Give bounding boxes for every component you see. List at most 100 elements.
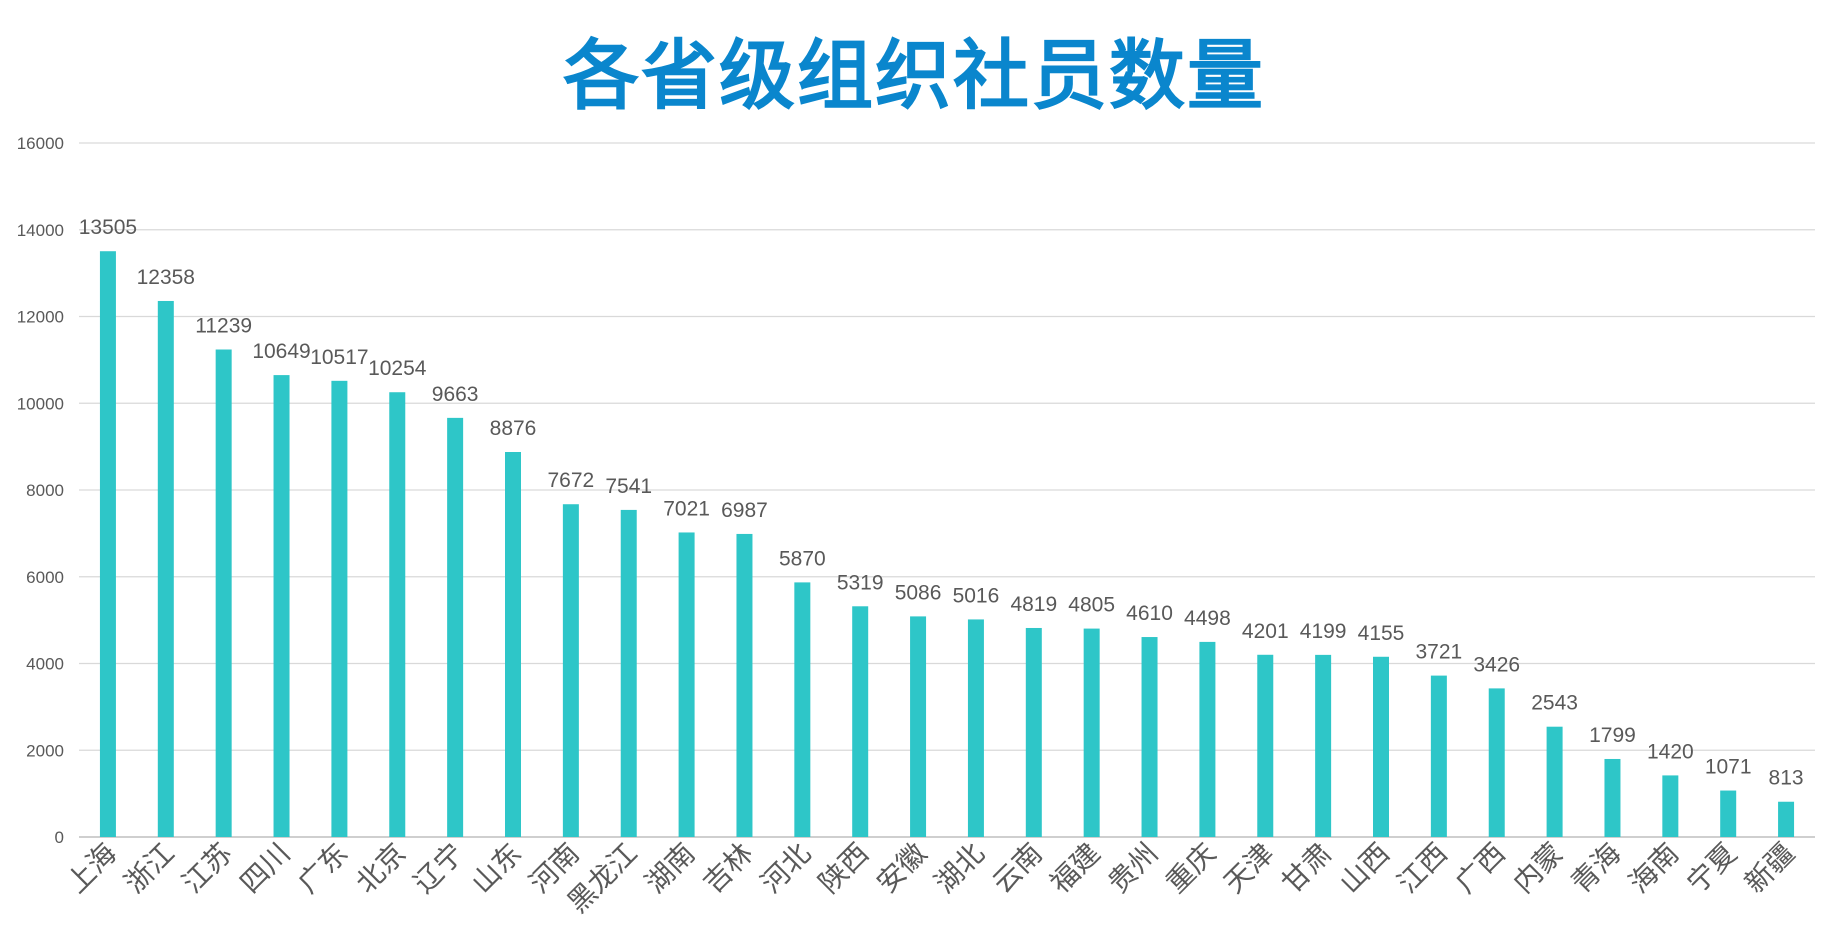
bar bbox=[852, 606, 869, 837]
bar bbox=[273, 375, 290, 837]
x-tick-label: 宁夏 bbox=[1680, 837, 1743, 900]
data-label: 2543 bbox=[1531, 692, 1578, 715]
data-label: 3721 bbox=[1416, 641, 1463, 664]
x-tick-label: 山西 bbox=[1333, 837, 1396, 900]
y-tick-label: 0 bbox=[55, 828, 64, 847]
data-label: 11239 bbox=[195, 315, 252, 338]
x-tick-label: 天津 bbox=[1217, 837, 1280, 900]
bar bbox=[1604, 758, 1621, 837]
x-tick-label: 江苏 bbox=[176, 837, 239, 900]
x-tick-label: 贵州 bbox=[1102, 837, 1165, 900]
y-tick-label: 2000 bbox=[26, 741, 64, 760]
data-label: 10517 bbox=[310, 346, 368, 369]
x-tick-label: 广西 bbox=[1449, 837, 1512, 900]
bar bbox=[794, 582, 811, 837]
bar bbox=[1025, 627, 1042, 837]
bar bbox=[910, 616, 927, 837]
bar bbox=[505, 452, 521, 837]
data-label: 5086 bbox=[895, 581, 942, 604]
bars bbox=[99, 251, 1795, 837]
x-tick-label: 云南 bbox=[986, 837, 1049, 900]
data-label: 1071 bbox=[1705, 756, 1752, 779]
bar bbox=[157, 300, 174, 837]
data-label: 813 bbox=[1769, 767, 1804, 790]
x-tick-label: 湖南 bbox=[639, 837, 702, 900]
bar bbox=[1257, 654, 1274, 837]
x-tick-label: 安徽 bbox=[870, 837, 933, 900]
x-tick-label: 湖北 bbox=[928, 837, 991, 900]
x-tick-label: 吉林 bbox=[696, 837, 759, 900]
data-label: 4610 bbox=[1126, 602, 1173, 625]
data-label: 4805 bbox=[1068, 594, 1115, 617]
bar bbox=[967, 619, 984, 837]
data-label: 3426 bbox=[1473, 653, 1520, 676]
y-tick-label: 4000 bbox=[26, 655, 64, 674]
x-tick-label: 上海 bbox=[60, 837, 123, 900]
data-label: 10254 bbox=[368, 357, 427, 380]
bar bbox=[620, 509, 637, 837]
bar bbox=[1720, 790, 1737, 837]
bar bbox=[215, 349, 232, 837]
data-label: 5319 bbox=[837, 571, 884, 594]
data-label: 7541 bbox=[605, 475, 652, 498]
y-tick-label: 6000 bbox=[26, 568, 64, 587]
x-tick-label: 河北 bbox=[754, 837, 817, 900]
data-label: 6987 bbox=[721, 499, 768, 522]
data-label: 4498 bbox=[1184, 607, 1231, 630]
x-tick-label: 辽宁 bbox=[407, 837, 470, 900]
data-label: 4201 bbox=[1242, 620, 1289, 643]
data-label: 1799 bbox=[1589, 724, 1636, 747]
chart-title: 各省级组织社员数量 bbox=[563, 31, 1265, 120]
bar bbox=[99, 251, 116, 837]
x-tick-label: 陕西 bbox=[812, 837, 875, 900]
y-tick-label: 8000 bbox=[26, 481, 64, 500]
bar bbox=[447, 417, 464, 837]
bar bbox=[562, 504, 579, 837]
gridlines bbox=[79, 142, 1815, 838]
data-label: 4199 bbox=[1300, 620, 1347, 643]
x-tick-label: 新疆 bbox=[1738, 837, 1801, 900]
bar bbox=[1315, 654, 1332, 837]
x-tick-label: 四川 bbox=[234, 837, 297, 900]
data-label: 12358 bbox=[137, 266, 195, 289]
x-axis-ticks: 上海浙江江苏四川广东北京辽宁山东河南黑龙江湖南吉林河北陕西安徽湖北云南福建贵州重… bbox=[60, 837, 1801, 920]
bar bbox=[389, 392, 406, 837]
bar bbox=[1141, 637, 1158, 837]
x-tick-label: 北京 bbox=[349, 837, 412, 900]
bar bbox=[1778, 801, 1795, 837]
data-label: 5016 bbox=[953, 584, 1000, 607]
bar bbox=[736, 533, 753, 837]
data-label: 1420 bbox=[1647, 740, 1694, 763]
x-tick-label: 江西 bbox=[1391, 837, 1454, 900]
y-tick-label: 16000 bbox=[17, 134, 64, 153]
data-label: 9663 bbox=[432, 383, 479, 406]
y-axis-ticks: 0 2000 4000 6000 8000 10000 12000 14000 16000 bbox=[17, 134, 64, 847]
data-label: 5870 bbox=[779, 547, 826, 570]
bar bbox=[331, 380, 348, 837]
bar bbox=[1662, 775, 1679, 837]
x-tick-label: 福建 bbox=[1044, 837, 1107, 900]
x-tick-label: 内蒙 bbox=[1507, 837, 1570, 900]
data-label: 8876 bbox=[490, 417, 537, 440]
x-tick-label: 重庆 bbox=[1159, 837, 1222, 900]
data-label: 13505 bbox=[79, 216, 137, 239]
bar bbox=[678, 532, 695, 837]
bar bbox=[1430, 675, 1447, 837]
data-label: 7021 bbox=[663, 497, 710, 520]
bar bbox=[1373, 656, 1389, 837]
bar bbox=[1546, 726, 1563, 837]
data-label: 10649 bbox=[252, 340, 310, 363]
x-tick-label: 青海 bbox=[1564, 837, 1627, 900]
x-tick-label: 海南 bbox=[1622, 837, 1685, 900]
y-tick-label: 10000 bbox=[17, 394, 64, 413]
data-label: 4819 bbox=[1010, 593, 1057, 616]
data-label: 7672 bbox=[548, 469, 595, 492]
x-tick-label: 广东 bbox=[291, 837, 354, 900]
data-label: 4155 bbox=[1358, 622, 1405, 645]
bar bbox=[1488, 688, 1505, 837]
x-tick-label: 浙江 bbox=[118, 837, 181, 900]
y-tick-label: 14000 bbox=[17, 221, 64, 240]
x-tick-label: 甘肃 bbox=[1275, 837, 1338, 900]
